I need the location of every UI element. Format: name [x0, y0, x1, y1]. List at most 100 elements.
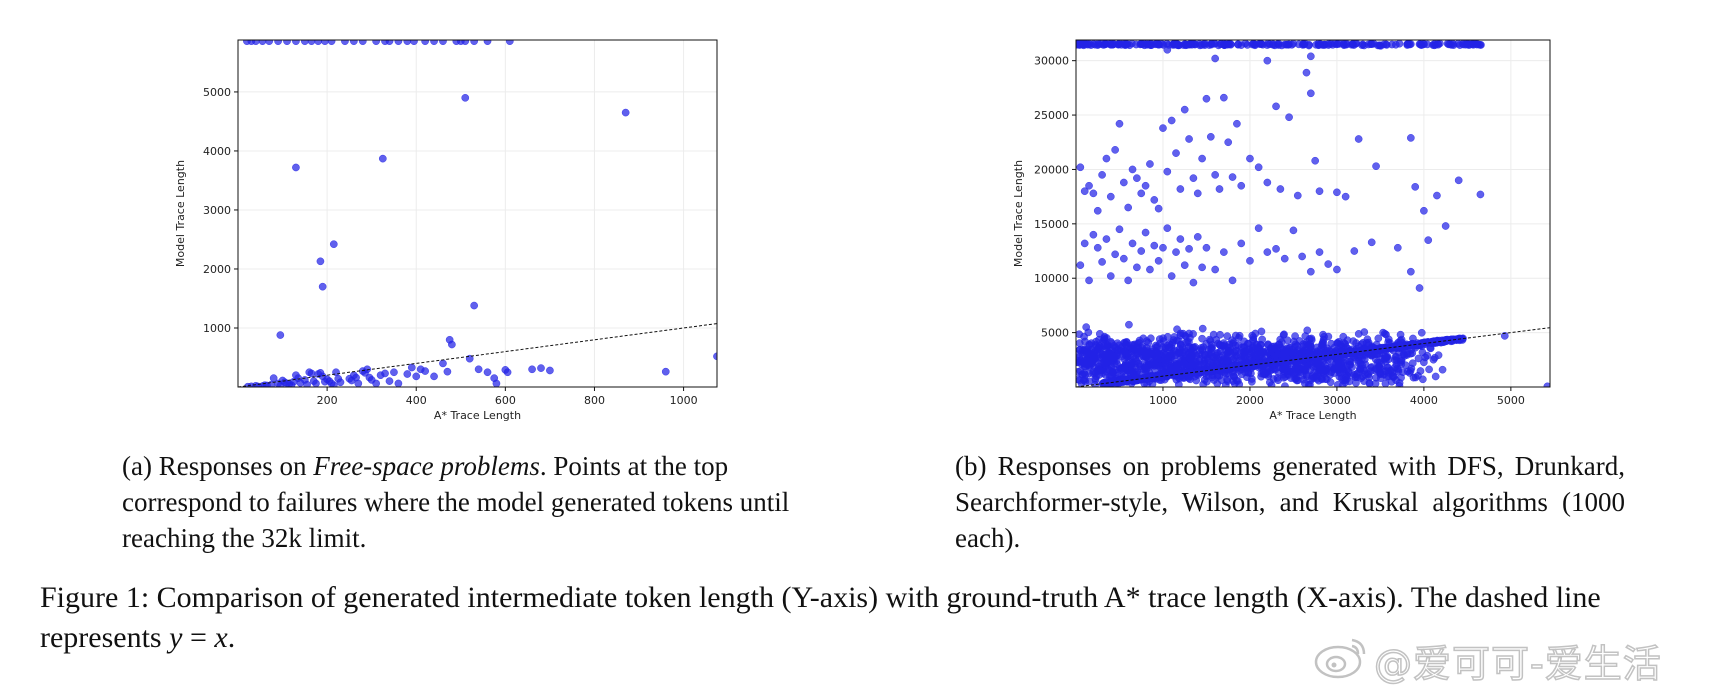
- failure-point: [385, 40, 394, 46]
- data-point: [1202, 243, 1211, 252]
- data-point: [474, 365, 483, 374]
- band-point: [1442, 337, 1450, 346]
- data-point: [1406, 267, 1415, 276]
- data-point: [1130, 359, 1139, 368]
- data-point: [546, 366, 554, 375]
- watermark-text: @爱可可-爱生活: [1373, 641, 1662, 687]
- data-point: [1246, 256, 1254, 265]
- failure-point: [1097, 40, 1106, 48]
- y-tick-label: 1000: [203, 322, 231, 335]
- data-point: [1137, 247, 1146, 255]
- y-tick-label: 30000: [1034, 55, 1069, 68]
- data-point: [1180, 261, 1189, 270]
- data-point: [1367, 238, 1376, 247]
- data-point: [1396, 358, 1405, 367]
- data-point: [1098, 171, 1106, 179]
- data-point: [1179, 358, 1188, 367]
- failure-point: [1403, 40, 1412, 48]
- figure-caption-text: Figure 1: Comparison of generated interm…: [40, 581, 1601, 654]
- data-point: [1179, 329, 1187, 338]
- data-point: [1284, 348, 1293, 357]
- data-point: [439, 359, 447, 368]
- data-point: [1080, 187, 1089, 196]
- data-point: [1266, 378, 1274, 387]
- failure-point: [505, 40, 514, 46]
- y-tick-label: 25000: [1034, 109, 1069, 122]
- y-tick-label: 10000: [1034, 272, 1069, 285]
- data-point: [1141, 181, 1150, 190]
- figure-caption: Figure 1: Comparison of generated interm…: [40, 578, 1705, 658]
- data-point: [329, 381, 338, 387]
- data-point: [1106, 192, 1115, 201]
- band-point: [1313, 354, 1322, 362]
- x-tick-label: 1000: [670, 394, 698, 407]
- data-point: [1324, 260, 1333, 268]
- failure-point: [1382, 40, 1390, 49]
- data-point: [1198, 263, 1206, 272]
- data-point: [385, 377, 394, 385]
- failure-point: [1211, 40, 1219, 48]
- failure-point: [1195, 40, 1204, 48]
- data-point: [1306, 267, 1315, 276]
- data-point: [1143, 349, 1152, 357]
- data-point: [1424, 236, 1433, 245]
- math-y: y: [169, 621, 183, 654]
- data-point: [1118, 352, 1126, 361]
- data-point: [394, 379, 403, 387]
- data-point: [1254, 163, 1263, 172]
- data-point: [1170, 354, 1179, 363]
- data-point: [1476, 190, 1485, 199]
- caption-a-prefix: (a) Responses on: [122, 451, 314, 481]
- data-point: [1373, 358, 1382, 367]
- data-point: [1220, 93, 1228, 102]
- data-point: [1333, 265, 1341, 274]
- x-tick-label: 5000: [1497, 394, 1525, 407]
- data-point: [1191, 343, 1199, 351]
- failure-point: [1132, 40, 1141, 49]
- data-point: [1310, 369, 1318, 377]
- failure-point: [1123, 40, 1132, 49]
- data-point: [1124, 276, 1133, 285]
- failure-point: [1172, 40, 1181, 49]
- data-point: [1417, 328, 1426, 337]
- failure-point: [258, 40, 267, 46]
- data-point: [1098, 258, 1106, 266]
- data-point: [312, 379, 320, 387]
- data-point: [1396, 330, 1405, 339]
- band-point: [1371, 344, 1380, 353]
- data-point: [1223, 375, 1231, 384]
- failure-point: [274, 40, 282, 46]
- data-point: [1097, 359, 1106, 368]
- data-point: [336, 378, 345, 387]
- points-group: [1076, 40, 1550, 387]
- data-point: [1128, 367, 1136, 375]
- data-point: [354, 379, 363, 387]
- data-point: [390, 368, 398, 377]
- y-tick-label: 2000: [203, 263, 231, 276]
- data-point: [1406, 134, 1415, 142]
- data-point: [1211, 171, 1220, 179]
- data-point: [1454, 176, 1463, 185]
- data-point: [1425, 365, 1433, 374]
- x-axis-label: A* Trace Length: [434, 409, 521, 422]
- data-point: [1420, 358, 1428, 367]
- data-point: [1299, 342, 1307, 351]
- data-point: [1193, 189, 1202, 198]
- data-point: [1315, 248, 1324, 256]
- band-point: [1156, 371, 1164, 380]
- data-point: [1361, 370, 1369, 379]
- data-point: [1167, 272, 1176, 280]
- x-tick-label: 400: [406, 394, 427, 407]
- data-point: [1207, 344, 1216, 353]
- data-point: [1146, 265, 1154, 274]
- failure-point: [1444, 40, 1453, 49]
- data-point: [1353, 373, 1362, 382]
- data-point: [1107, 339, 1116, 348]
- data-point: [1237, 239, 1246, 248]
- data-point: [1431, 372, 1440, 381]
- data-point: [1306, 52, 1315, 61]
- data-point: [269, 374, 278, 382]
- data-point: [1088, 351, 1097, 360]
- data-point: [1115, 119, 1124, 128]
- data-point: [1348, 363, 1356, 371]
